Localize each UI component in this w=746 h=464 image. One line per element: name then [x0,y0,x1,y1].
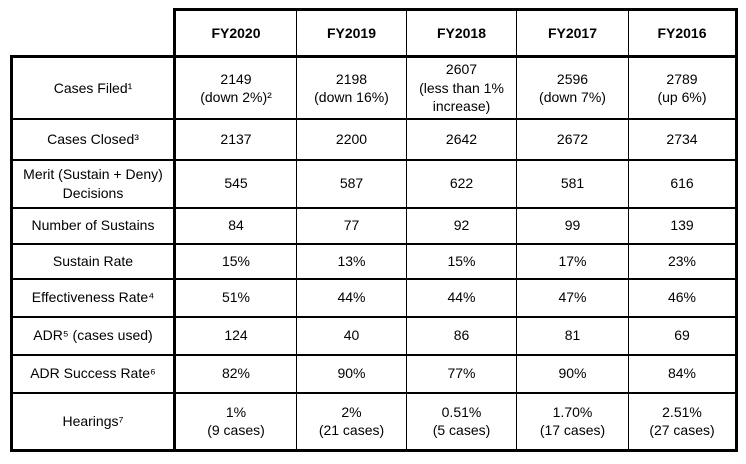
table-cell: 90% [296,353,407,394]
row-label-cases-filed: Cases Filed¹ [10,55,176,120]
table-cell: 2596 (down 7%) [516,55,629,120]
table-cell: 40 [296,315,407,356]
row-label-adr-success-rate: ADR Success Rate⁶ [10,353,176,394]
table-cell: 2789 (up 6%) [628,55,738,120]
table-cell: 2198 (down 16%) [296,55,407,120]
table-row-adr-success-rate: ADR Success Rate⁶ 82% 90% 77% 90% 84% [10,353,738,394]
column-header-fy2016: FY2016 [628,8,738,58]
table-cell: 581 [516,158,629,209]
table-cell: 44% [406,277,517,318]
table-cell: 2607 (less than 1% increase) [406,55,517,120]
table-row-sustain-rate: Sustain Rate 15% 13% 15% 17% 23% [10,242,738,280]
table-cell: 2672 [516,117,629,161]
table-cell: 616 [628,158,738,209]
column-header-fy2018: FY2018 [406,8,517,58]
table-cell: 2.51% (27 cases) [628,391,738,452]
fiscal-year-stats-table: FY2020 FY2019 FY2018 FY2017 FY2016 Cases… [10,8,738,452]
table-cell: 81 [516,315,629,356]
table-cell: 124 [174,315,297,356]
column-header-fy2020: FY2020 [173,8,297,58]
table-cell: 46% [628,277,738,318]
table-cell: 2734 [628,117,738,161]
table-cell: 0.51% (5 cases) [406,391,517,452]
table-cell: 13% [296,242,407,280]
table-cell: 90% [516,353,629,394]
table-cell: 2642 [406,117,517,161]
table-row-effectiveness-rate: Effectiveness Rate⁴ 51% 44% 44% 47% 46% [10,277,738,318]
table-row-adr-cases-used: ADR⁵ (cases used) 124 40 86 81 69 [10,315,738,356]
table-row-cases-closed: Cases Closed³ 2137 2200 2642 2672 2734 [10,117,738,161]
table-cell: 139 [628,206,738,245]
table-cell: 622 [406,158,517,209]
corner-cell [11,9,175,57]
table-cell: 86 [406,315,517,356]
column-header-fy2017: FY2017 [516,8,629,58]
table-cell: 82% [174,353,297,394]
table-cell: 2149 (down 2%)² [174,55,297,120]
table-cell: 2137 [174,117,297,161]
table-cell: 587 [296,158,407,209]
column-header-fy2019: FY2019 [296,8,407,58]
row-label-hearings: Hearings⁷ [10,391,176,452]
table-cell: 92 [406,206,517,245]
row-label-merit-decisions: Merit (Sustain + Deny) Decisions [10,158,176,209]
table-cell: 44% [296,277,407,318]
table-cell: 15% [174,242,297,280]
table-cell: 47% [516,277,629,318]
table-cell: 77% [406,353,517,394]
table-cell: 545 [174,158,297,209]
table-cell: 17% [516,242,629,280]
table-cell: 1.70% (17 cases) [516,391,629,452]
row-label-effectiveness-rate: Effectiveness Rate⁴ [10,277,176,318]
table-cell: 84 [174,206,297,245]
table-cell: 2200 [296,117,407,161]
row-label-sustain-rate: Sustain Rate [10,242,176,280]
table-cell: 69 [628,315,738,356]
table-cell: 77 [296,206,407,245]
table-cell: 51% [174,277,297,318]
table-cell: 1% (9 cases) [174,391,297,452]
header-row: FY2020 FY2019 FY2018 FY2017 FY2016 [11,8,738,58]
table-row-number-of-sustains: Number of Sustains 84 77 92 99 139 [10,206,738,245]
row-label-number-of-sustains: Number of Sustains [10,206,176,245]
table-cell: 2% (21 cases) [296,391,407,452]
table-row-merit-decisions: Merit (Sustain + Deny) Decisions 545 587… [10,158,738,209]
table-cell: 15% [406,242,517,280]
table-row-cases-filed: Cases Filed¹ 2149 (down 2%)² 2198 (down … [10,55,738,120]
table-cell: 84% [628,353,738,394]
table-row-hearings: Hearings⁷ 1% (9 cases) 2% (21 cases) 0.5… [10,391,738,452]
table-cell: 99 [516,206,629,245]
row-label-adr-cases-used: ADR⁵ (cases used) [10,315,176,356]
row-label-cases-closed: Cases Closed³ [10,117,176,161]
table-cell: 23% [628,242,738,280]
